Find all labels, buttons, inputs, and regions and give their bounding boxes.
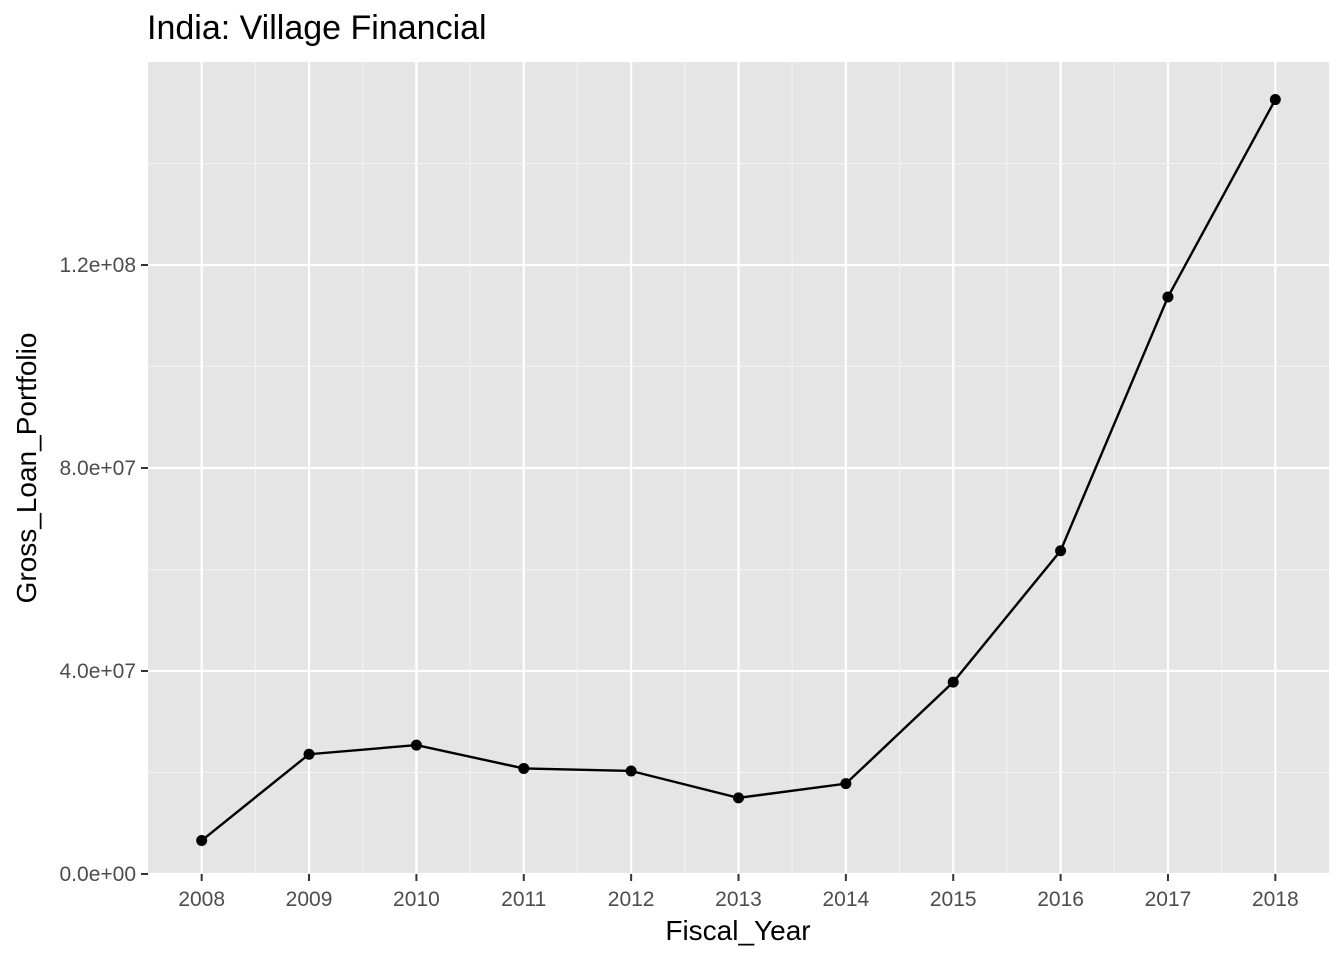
x-axis-title: Fiscal_Year [665, 915, 810, 946]
y-axis-title: Gross_Loan_Portfolio [11, 333, 42, 604]
x-tick-label: 2012 [608, 888, 655, 911]
data-point [625, 765, 637, 777]
y-tick-label: 0.0e+00 [60, 863, 137, 886]
x-axis: 2008 2009 2010 2011 2012 2013 2014 2015 2016 2017… [178, 874, 1299, 911]
x-tick-label: 2016 [1037, 888, 1084, 911]
data-point [1269, 94, 1281, 106]
x-tick-label: 2015 [930, 888, 977, 911]
y-axis: 0.0e+00 4.0e+07 8.0e+07 1.2e+08 [60, 254, 148, 886]
chart-title: India: Village Financial [147, 9, 487, 47]
data-point [1055, 545, 1067, 557]
y-tick-label: 4.0e+07 [60, 660, 137, 683]
data-point [518, 762, 530, 774]
y-tick-label: 8.0e+07 [60, 457, 137, 480]
data-point [840, 778, 852, 790]
data-point [196, 835, 208, 847]
x-tick-label: 2011 [501, 888, 546, 911]
x-tick-label: 2008 [178, 888, 225, 911]
data-point [947, 676, 959, 688]
x-tick-label: 2018 [1252, 888, 1299, 911]
series-layer [196, 94, 1281, 847]
data-point [303, 748, 315, 760]
data-point [410, 739, 422, 751]
x-tick-label: 2014 [823, 888, 870, 911]
data-point [1162, 291, 1174, 303]
x-tick-label: 2017 [1145, 888, 1192, 911]
y-tick-label: 1.2e+08 [60, 254, 137, 277]
data-point [733, 792, 744, 804]
x-tick-label: 2013 [715, 888, 762, 911]
major-gridlines [148, 62, 1329, 876]
x-tick-label: 2009 [286, 888, 333, 911]
x-tick-label: 2010 [393, 888, 440, 911]
